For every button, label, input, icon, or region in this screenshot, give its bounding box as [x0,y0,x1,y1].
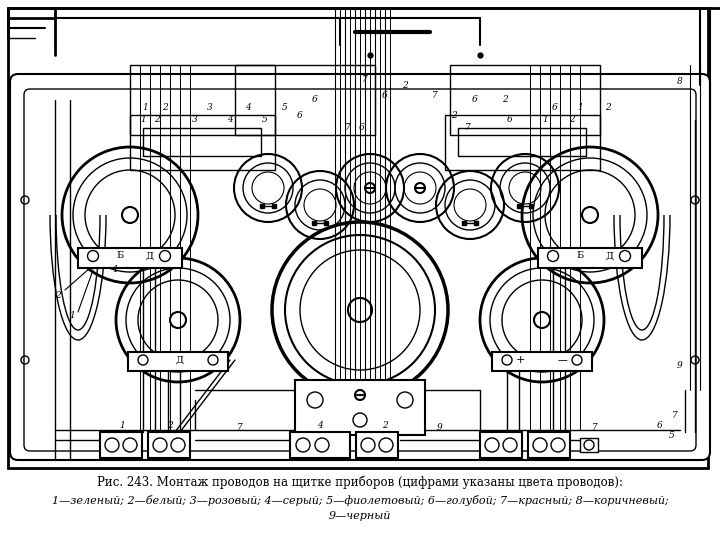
Text: 2: 2 [162,104,168,113]
Text: 5: 5 [282,104,288,113]
Text: 2: 2 [451,110,457,120]
Text: 7: 7 [362,76,368,85]
Text: 6: 6 [657,421,663,429]
Text: 1: 1 [577,104,583,113]
Text: Д: Д [176,355,184,364]
Text: +: + [516,355,525,365]
Text: 9: 9 [437,423,443,432]
Bar [8,8,708,468]
Text: 1: 1 [140,115,146,125]
Text: 2: 2 [55,291,61,300]
Text: 7: 7 [465,124,471,133]
Text: 2: 2 [502,95,508,105]
Text: Б: Б [577,252,584,261]
Text: 7: 7 [345,124,351,133]
Text: 2: 2 [569,115,575,125]
Bar [445,115,600,170]
Text: 5: 5 [669,431,675,439]
Text: 7: 7 [672,411,678,419]
Text: 2: 2 [382,421,388,429]
Bar [356,432,398,458]
Text: 4: 4 [227,115,233,125]
Text: 6: 6 [507,115,513,125]
Text: 3: 3 [207,104,213,113]
Bar [235,65,375,135]
Text: 9: 9 [677,360,683,369]
Text: 2: 2 [402,81,408,90]
Bar [580,438,598,452]
Bar [295,380,425,435]
Bar [450,65,600,135]
Text: 1: 1 [142,104,148,113]
Bar [130,65,275,135]
Text: 9—черный: 9—черный [329,511,391,521]
Text: 7: 7 [432,90,438,100]
Text: 2: 2 [167,421,173,429]
Bar [143,128,261,156]
FancyBboxPatch shape [10,74,710,460]
Text: 1: 1 [542,115,548,125]
Text: 5: 5 [262,115,268,125]
Text: 6: 6 [312,95,318,105]
Text: 4: 4 [317,421,323,429]
Bar [100,432,142,458]
Bar [148,432,190,458]
Bar [528,432,570,458]
Bar [458,128,586,156]
Bar [78,248,182,268]
Text: Д: Д [146,252,154,261]
Bar [128,352,228,371]
Text: 6: 6 [472,95,478,105]
Text: 6: 6 [297,110,303,120]
Bar [480,432,522,458]
Text: 2: 2 [154,115,160,125]
Text: 7: 7 [592,423,598,432]
Text: 4: 4 [245,104,251,113]
Bar [290,432,350,458]
Bar [492,352,592,371]
Text: 7: 7 [237,423,243,432]
Text: 8: 8 [677,77,683,86]
Bar [130,115,275,170]
Text: 1: 1 [112,266,118,275]
Text: 3: 3 [192,115,198,125]
Text: 6: 6 [382,90,388,100]
Text: Б: Б [117,252,124,261]
Text: 1: 1 [69,310,75,320]
Text: 2: 2 [605,104,611,113]
Text: 1—зеленый; 2—белый; 3—розовый; 4—серый; 5—фиолетовый; 6—голубой; 7—красный; 8—ко: 1—зеленый; 2—белый; 3—розовый; 4—серый; … [52,495,668,506]
Text: Д: Д [606,252,614,261]
Bar [538,248,642,268]
Text: 1: 1 [119,421,125,429]
Text: —: — [557,355,567,365]
Text: 6: 6 [359,124,365,133]
Text: Рис. 243. Монтаж проводов на щитке приборов (цифрами указаны цвета проводов):: Рис. 243. Монтаж проводов на щитке прибо… [97,475,623,488]
Text: 6: 6 [552,104,558,113]
